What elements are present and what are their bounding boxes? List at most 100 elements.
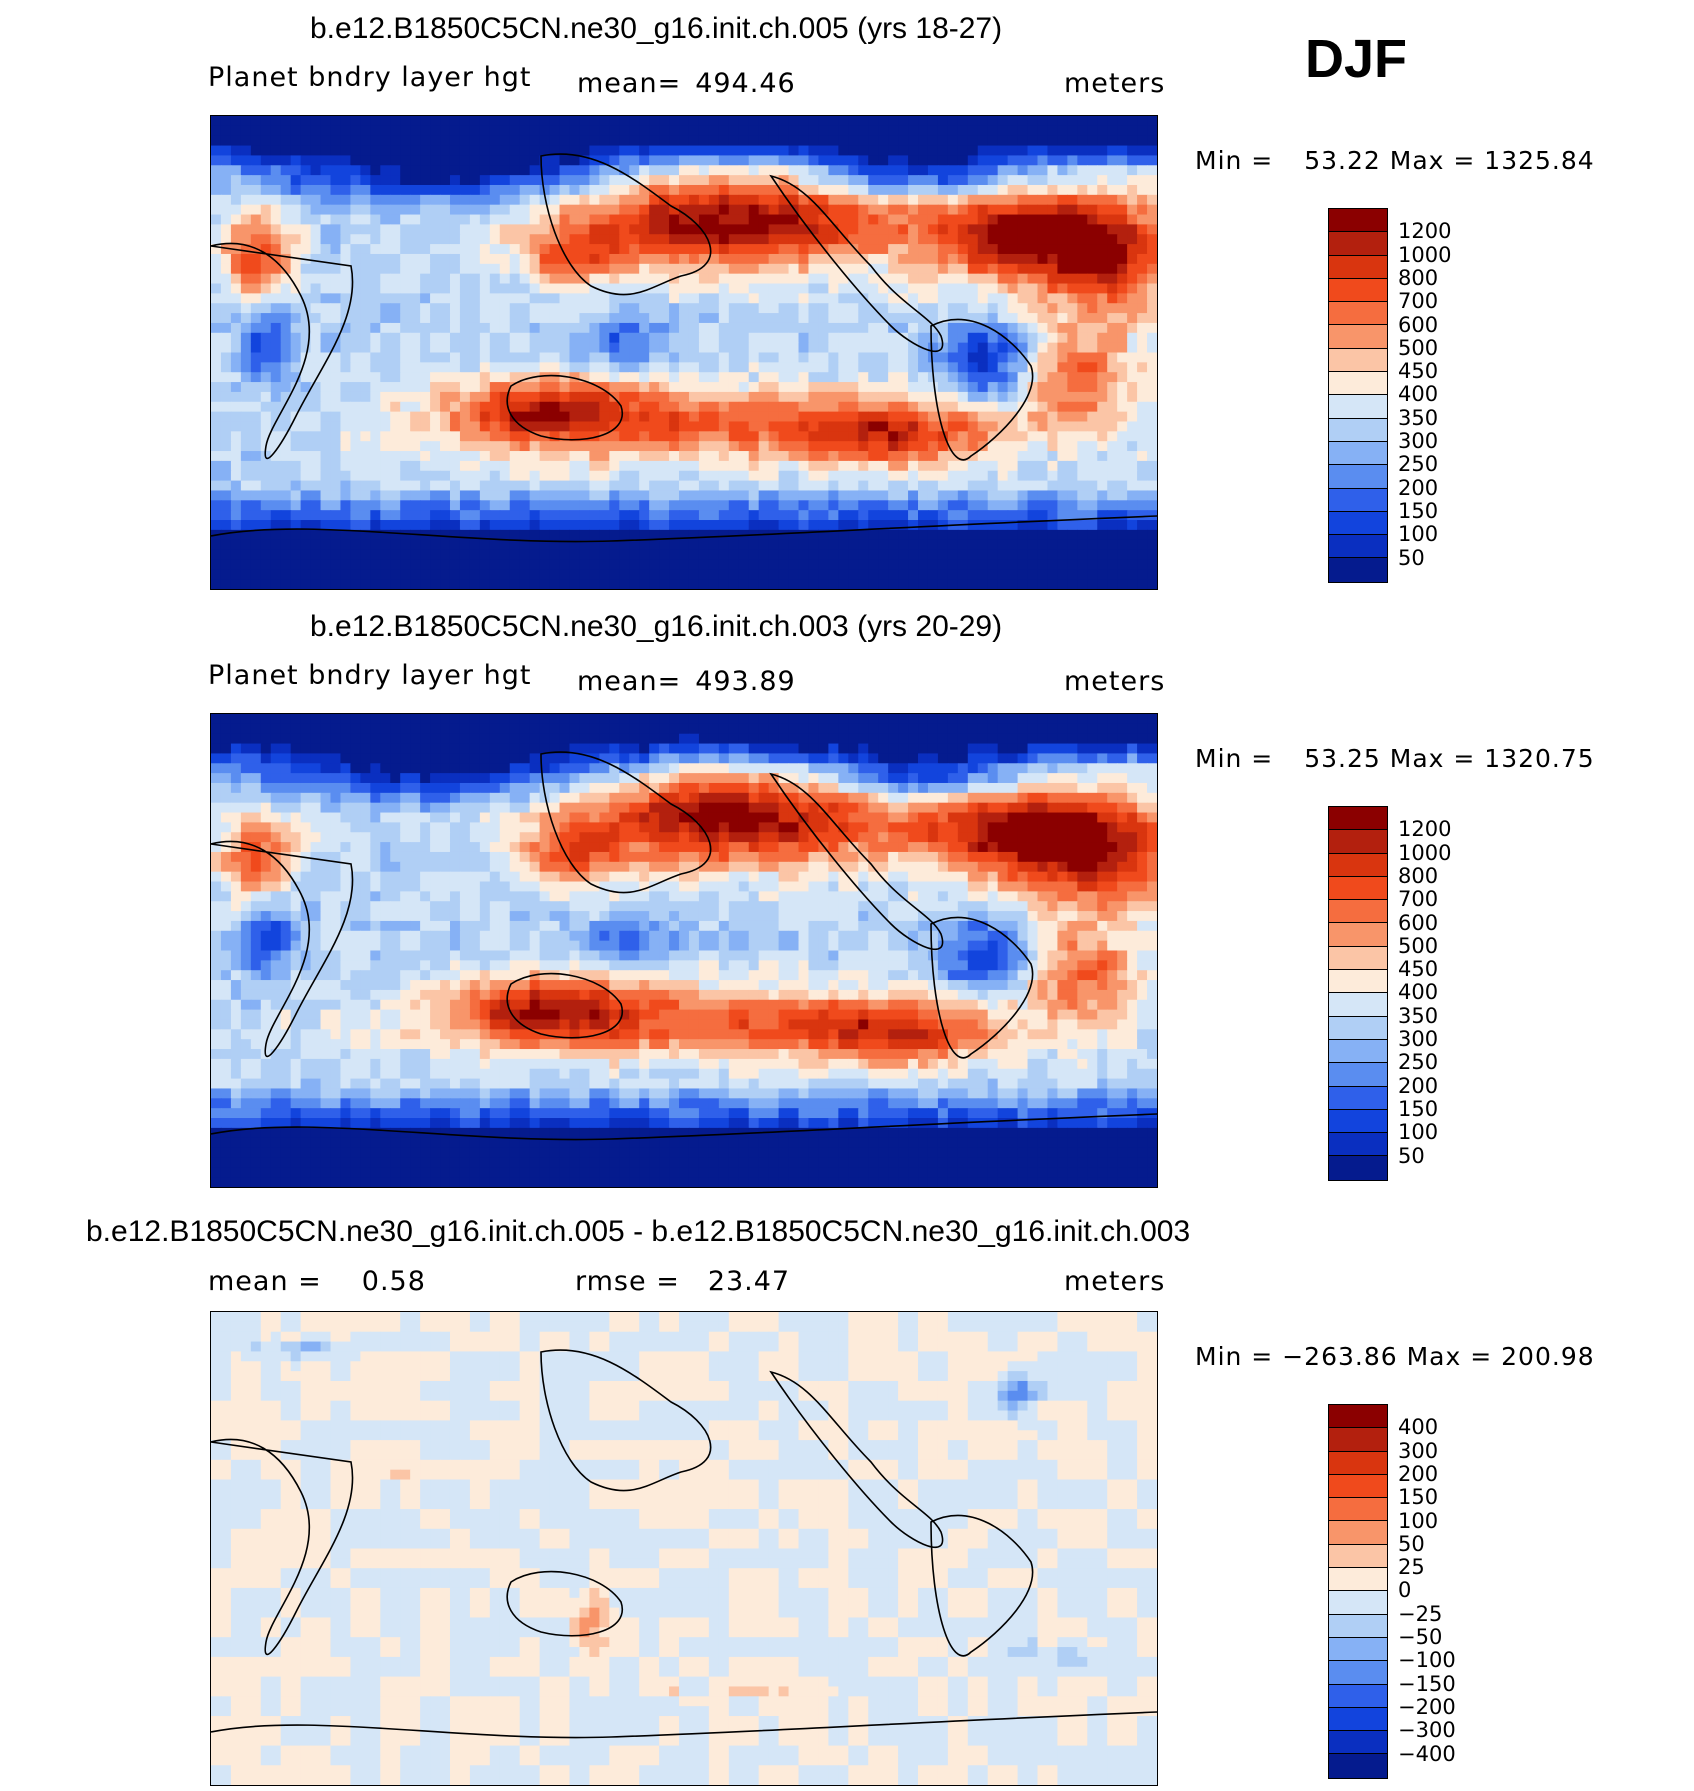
map-cell [559, 244, 571, 255]
map-cell [280, 352, 292, 363]
map-cell [1107, 451, 1118, 462]
map-cell [619, 342, 630, 354]
map-cell [549, 529, 561, 541]
map-cell [559, 273, 571, 285]
map-cell [669, 733, 680, 745]
map-cell [629, 559, 640, 570]
map-cell [1007, 362, 1019, 373]
map-cell [400, 431, 411, 442]
map-cell [798, 520, 810, 531]
map-cell [649, 451, 660, 462]
map-cell [370, 480, 381, 492]
map-cell [728, 244, 740, 255]
map-cell [420, 125, 431, 137]
map-cell [459, 569, 471, 580]
map-cell [410, 520, 421, 531]
map-cell [947, 175, 959, 186]
map-cell [519, 224, 531, 235]
map-cell [758, 520, 770, 531]
map-cell [878, 116, 889, 127]
map-cell [220, 332, 232, 344]
map-cell [908, 470, 919, 482]
map-cell [718, 293, 730, 304]
map-cell [529, 441, 541, 452]
map-cell [1087, 441, 1098, 452]
map-cell [330, 175, 342, 186]
map-cell [340, 401, 352, 413]
map-cell [280, 569, 292, 580]
map-cell [788, 234, 800, 245]
map-cell [818, 723, 829, 735]
map-cell [370, 273, 381, 285]
map-cell [629, 382, 640, 393]
map-cell [430, 303, 441, 314]
map-cell [1047, 184, 1059, 196]
map-cell [1027, 135, 1039, 147]
map-cell [987, 125, 999, 137]
map-cell [1047, 352, 1059, 363]
map-cell [1037, 470, 1049, 482]
map-cell [599, 332, 610, 344]
map-cell [459, 421, 471, 432]
map-cell [539, 204, 551, 216]
map-cell [728, 125, 740, 137]
map-cell [310, 135, 322, 147]
map-cell [579, 352, 590, 363]
map-cell [967, 145, 979, 157]
map-cell [768, 234, 780, 245]
map-cell [758, 480, 770, 492]
map-cell [449, 303, 461, 314]
map-cell [559, 165, 571, 176]
map-cell [728, 263, 740, 275]
map-cell [549, 460, 561, 472]
map-cell [310, 569, 322, 580]
map-cell [220, 441, 232, 452]
map-cell [1097, 441, 1108, 452]
map-cell [589, 714, 600, 725]
map-cell [1107, 234, 1118, 245]
map-cell [619, 224, 630, 235]
map-cell [1097, 490, 1108, 501]
map-cell [679, 116, 690, 127]
map-cell [1007, 539, 1019, 551]
map-cell [400, 391, 411, 403]
map-cell [708, 165, 720, 176]
map-cell [330, 224, 342, 235]
map-cell [669, 116, 680, 127]
map-cell [270, 460, 282, 472]
map-cell [211, 165, 222, 176]
map-cell [997, 322, 1009, 334]
map-cell [858, 500, 869, 511]
map-cell [629, 322, 640, 334]
map-cell [659, 165, 670, 176]
map-cell [459, 411, 471, 423]
map-cell [539, 510, 551, 521]
map-cell [788, 460, 800, 472]
map-cell [987, 352, 999, 363]
map-cell [599, 194, 610, 206]
map-cell [370, 490, 381, 501]
map-cell [599, 283, 610, 294]
map-cell [599, 234, 610, 245]
map-cell [947, 293, 959, 304]
map-cell [211, 342, 222, 354]
map-cell [798, 490, 810, 501]
map-cell [1137, 125, 1148, 137]
map-cell [211, 549, 222, 561]
map-cell [449, 733, 461, 745]
map-cell [1137, 500, 1148, 511]
map-cell [698, 500, 710, 511]
map-cell [420, 579, 431, 589]
map-cell [1097, 135, 1108, 147]
map-cell [698, 401, 710, 413]
map-cell [858, 194, 869, 206]
map-cell [230, 470, 242, 482]
map-cell [579, 194, 590, 206]
map-cell [489, 460, 501, 472]
map-cell [1037, 733, 1049, 745]
map-cell [1077, 313, 1088, 324]
map-cell [878, 569, 889, 580]
map-cell [469, 135, 481, 147]
map-cell [758, 352, 770, 363]
map-cell [370, 234, 381, 245]
